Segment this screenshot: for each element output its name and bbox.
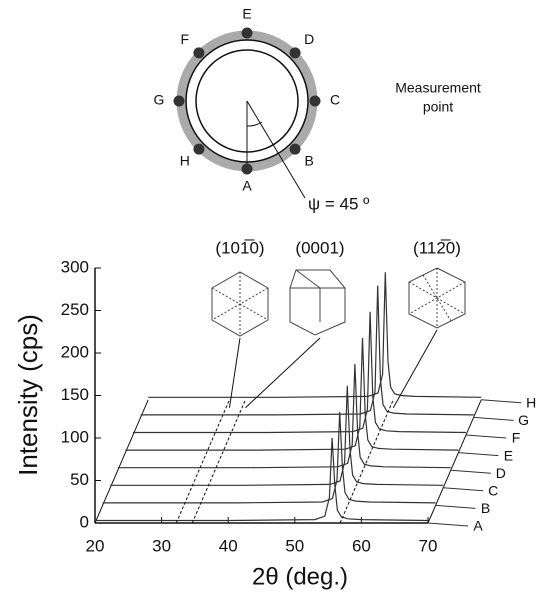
trace — [110, 386, 443, 486]
point-label: D — [304, 31, 314, 47]
y-tick-label: 0 — [80, 512, 89, 531]
depth-axis — [95, 400, 148, 523]
point-label: E — [242, 6, 251, 22]
peak-guide — [192, 400, 245, 523]
x-tick-label: 40 — [219, 536, 238, 555]
measurement-point — [242, 28, 253, 39]
trace — [103, 412, 436, 503]
measurement-point — [193, 144, 204, 155]
y-tick-label: 150 — [61, 385, 89, 404]
x-tick-label: 60 — [352, 536, 371, 555]
crystal-edges — [212, 272, 268, 336]
trace-leader — [443, 488, 483, 491]
x-tick-label: 20 — [86, 536, 105, 555]
measurement-point — [310, 96, 321, 107]
peak-label: (112̅0) — [413, 238, 461, 257]
y-tick-label: 250 — [61, 300, 89, 319]
peak-label: (101̅0) — [215, 238, 264, 257]
trace-leader — [466, 435, 506, 438]
y-tick-label: 200 — [61, 342, 89, 361]
point-label: A — [242, 178, 252, 194]
point-label: F — [180, 31, 189, 47]
trace-leader — [436, 505, 476, 508]
y-axis-label: Intensity (cps) — [13, 314, 43, 476]
trace — [125, 338, 458, 450]
measurement-point — [174, 96, 185, 107]
measurement-point — [193, 47, 204, 58]
point-label: H — [180, 153, 190, 169]
crystal-icons — [212, 268, 465, 336]
legend-label: H — [526, 395, 536, 411]
point-label: B — [305, 153, 314, 169]
x-tick-label: 50 — [285, 536, 304, 555]
depth-axis — [428, 400, 481, 523]
legend-label: B — [481, 500, 490, 516]
peak-guide — [176, 400, 229, 523]
legend-label: C — [488, 483, 498, 499]
measurement-point — [290, 47, 301, 58]
trace-leader — [474, 417, 514, 420]
y-tick-label: 50 — [70, 470, 89, 489]
trace-leader — [481, 400, 521, 403]
crystal-icon — [290, 270, 345, 335]
caption: Measurement — [395, 80, 481, 96]
point-label: G — [154, 92, 165, 108]
crystal-edges — [409, 268, 465, 328]
trace — [118, 364, 451, 468]
legend-label: A — [473, 518, 483, 534]
legend-label: E — [504, 447, 513, 463]
figure: Measurement point ψ = 45 º Intensity (cp… — [0, 0, 537, 594]
legend-label: G — [518, 412, 529, 428]
legend-label: D — [496, 465, 506, 481]
trace-leader — [428, 523, 468, 526]
measurement-point — [290, 144, 301, 155]
point-label: C — [330, 92, 340, 108]
y-tick-label: 300 — [61, 257, 89, 276]
legend-label: F — [512, 430, 521, 446]
x-tick-label: 30 — [152, 536, 171, 555]
y-tick-label: 100 — [61, 427, 89, 446]
peak-label: (0001) — [295, 238, 344, 257]
x-axis-label: 2θ (deg.) — [252, 563, 348, 590]
trace-leader — [458, 453, 498, 456]
x-tick-label: 70 — [419, 536, 438, 555]
caption: point — [423, 99, 453, 115]
measurement-point — [242, 164, 253, 175]
trace-leader — [451, 470, 491, 473]
angle-label: ψ = 45 º — [308, 194, 369, 213]
